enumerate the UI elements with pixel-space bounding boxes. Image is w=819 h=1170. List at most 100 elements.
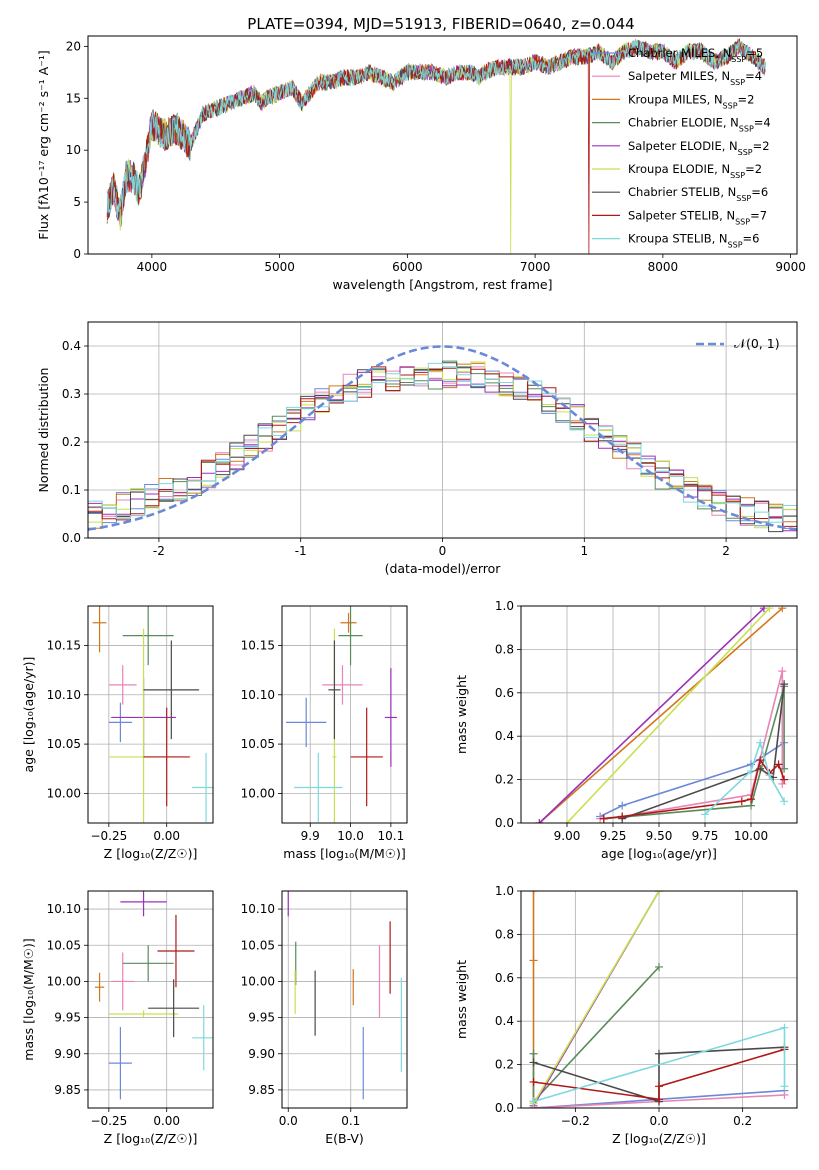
series-point [535, 819, 544, 823]
chart-mass-vs-ebv: 0.0 0.1 9.85 9.90 9.95 10.00 10.05 10.10 E(B-V) [241, 890, 408, 1146]
errorbar-salpeter-miles [111, 952, 135, 1011]
errorbar-chabrier-miles [108, 1026, 132, 1100]
x-axis-label: age [log₁₀(age/yr)] [601, 846, 717, 861]
y-tick-label: 9.85 [248, 1083, 275, 1097]
y-tick-label: 10.10 [241, 688, 275, 702]
legend-label-kroupa-miles: Kroupa MILES, NSSP=2 [628, 92, 754, 110]
x-tick-label: -1 [295, 544, 307, 558]
spectrum-line-salpeter-stelib [106, 38, 766, 254]
series-point [655, 1049, 663, 1058]
y-tick-label: 0.1 [62, 483, 81, 497]
legend-label-chabrier-elodie: Chabrier ELODIE, NSSP=4 [628, 116, 771, 134]
series-point [765, 606, 774, 613]
errorbar-chabrier-elodie [338, 606, 363, 666]
series-point [747, 795, 755, 804]
series-point [780, 1023, 789, 1032]
errorbar-kroupa-stelib [192, 752, 213, 823]
y-tick-label: 0.2 [495, 773, 514, 787]
series-line [599, 742, 785, 818]
y-tick-label: 10.05 [47, 938, 81, 952]
errorbar-chabrier-miles [286, 697, 327, 748]
y-tick-label: 15 [66, 91, 81, 105]
axes-frame [87, 321, 798, 539]
x-tick-label: 9.50 [646, 829, 673, 843]
axes-frame [87, 35, 798, 255]
x-tick-label: 0.1 [341, 1114, 360, 1128]
y-tick-label: 0.6 [495, 971, 514, 985]
plot-area [88, 345, 797, 533]
legend: 𝒩(0, 1) [696, 336, 780, 351]
errorbar-salpeter-miles [322, 665, 363, 705]
errorbar-chabrier-miles [108, 702, 132, 743]
errorbar-chabrier-elodie [122, 945, 174, 982]
legend-label-chabrier-miles: Chabrier MILES, NSSP=5 [628, 46, 763, 64]
series-point [780, 1090, 789, 1099]
series-line [566, 607, 770, 823]
series-point [756, 756, 765, 765]
y-tick-label: 0.2 [62, 435, 81, 449]
y-tick-label: 0.3 [62, 387, 81, 401]
legend-label-chabrier-stelib: Chabrier STELIB, NSSP=6 [628, 185, 768, 203]
series-point [747, 766, 755, 775]
y-tick-label: 0.2 [495, 1058, 514, 1072]
y-tick-label: 9.95 [248, 1011, 275, 1025]
series-point [765, 771, 774, 780]
x-axis-label: mass [log₁₀(M/M☉)] [283, 846, 405, 861]
axes-frame [281, 890, 408, 1109]
series-salpeter-stelib [529, 1045, 789, 1104]
y-tick-label: 10.00 [47, 786, 81, 800]
errorbar-chabrier-stelib [143, 640, 200, 740]
series-kroupa-stelib [529, 1023, 789, 1106]
series-kroupa-stelib [701, 738, 789, 819]
y-tick-label: 10.05 [47, 737, 81, 751]
series-point [756, 738, 765, 747]
y-axis-label: mass weight [454, 960, 469, 1039]
plot-area [286, 606, 397, 823]
chart-age-vs-Z: −0.25 0.00 10.00 10.05 10.10 10.15 Z [log₁₀(Z/… [21, 605, 214, 861]
legend-label-salpeter-elodie: Salpeter ELODIE, NSSP=2 [628, 139, 770, 157]
x-tick-label: 5000 [264, 260, 295, 274]
y-tick-label: 10.00 [241, 974, 275, 988]
series-point [778, 779, 787, 788]
series-point [599, 814, 608, 823]
y-tick-label: 10.00 [241, 786, 275, 800]
x-tick-label: −0.25 [90, 1114, 127, 1128]
x-tick-label: 8000 [648, 260, 679, 274]
x-tick-label: 9.9 [301, 829, 320, 843]
axes-frame [520, 890, 798, 1109]
series-point [780, 1082, 789, 1091]
chart-mass-weight-vs-Z: −0.2 0.0 0.2 0.0 0.2 0.4 0.6 0.8 1.0 Z [log₁₀(Z/Z… [454, 884, 798, 1146]
series-line [603, 758, 785, 820]
errorbar-kroupa-miles [94, 972, 105, 1002]
y-axis-label: Normed distribution [36, 368, 51, 493]
legend-label-salpeter-stelib: Salpeter STELIB, NSSP=7 [628, 208, 767, 226]
y-tick-label: 1.0 [495, 884, 514, 898]
y-tick-label: 10 [66, 143, 81, 157]
y-axis-label: age [log₁₀(age/yr)] [21, 657, 36, 773]
series-point [774, 760, 783, 769]
x-tick-label: 0.0 [279, 1114, 298, 1128]
plot-area [92, 606, 213, 823]
errorbar-kroupa-stelib [192, 1005, 213, 1071]
y-axis-label: mass weight [454, 675, 469, 754]
series-point [618, 812, 627, 821]
y-tick-label: 10.15 [47, 638, 81, 652]
y-tick-label: 9.90 [54, 1047, 81, 1061]
y-tick-label: 0.0 [495, 816, 514, 830]
series-point [780, 775, 789, 784]
y-tick-label: 10.10 [241, 902, 275, 916]
series-point [529, 1097, 538, 1106]
histogram-kroupa-elodie [88, 361, 797, 529]
legend: Chabrier MILES, NSSP=5 Salpeter MILES, NS… [592, 46, 771, 249]
chart-age-vs-mass: 9.9 10.0 10.1 10.00 10.05 10.10 10.15 mass [log… [241, 605, 408, 861]
y-tick-label: 0.4 [495, 729, 514, 743]
x-tick-label: 10.00 [734, 829, 768, 843]
errorbar-salpeter-elodie [384, 668, 397, 767]
errorbar-salpeter-stelib [157, 914, 195, 988]
x-tick-label: 4000 [137, 260, 168, 274]
series-point [529, 1058, 538, 1067]
plot-area [106, 38, 766, 254]
errorbar-chabrier-elodie [122, 606, 174, 666]
errorbar-salpeter-stelib [350, 707, 383, 807]
series-point [655, 1095, 663, 1104]
